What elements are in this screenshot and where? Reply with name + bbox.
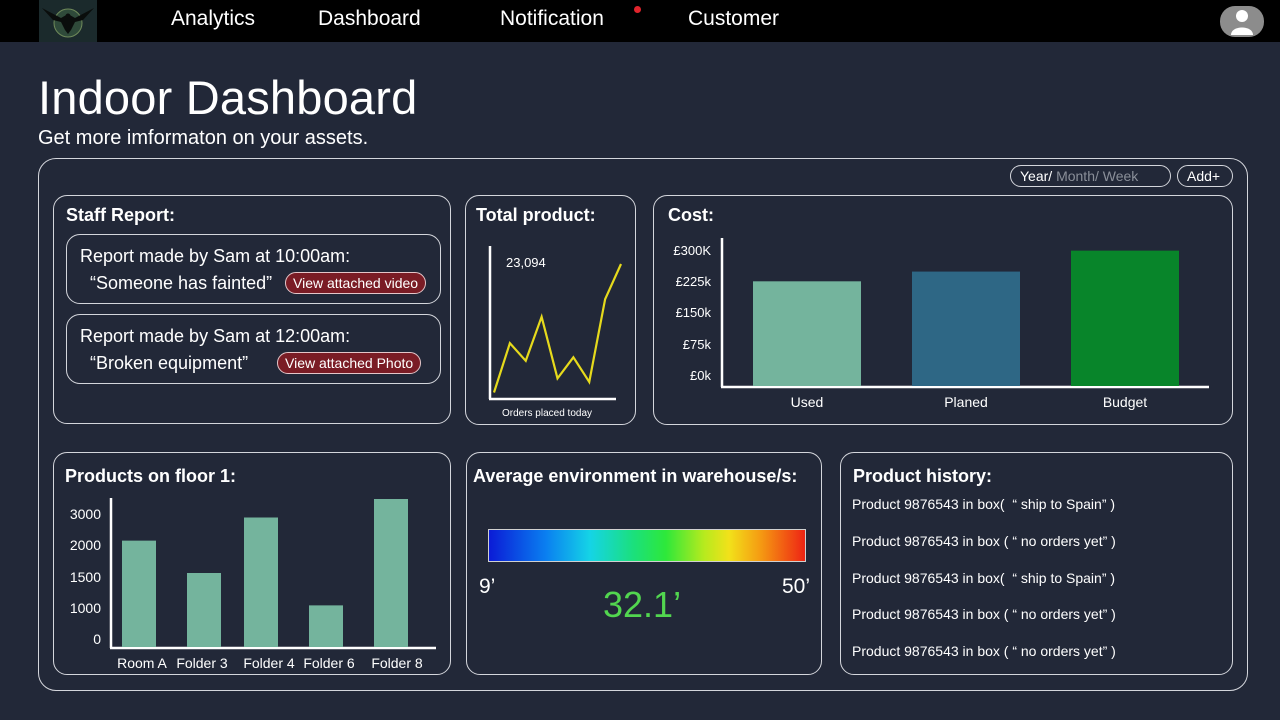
dashboard-container <box>38 158 1248 691</box>
cost-bar-budget <box>1071 250 1179 386</box>
cost-bar-used <box>753 281 861 386</box>
floor-bar-2 <box>187 573 221 647</box>
orders-line-chart: 23,094 Orders placed today <box>488 246 623 419</box>
floor-ytick-label: 2000 <box>70 537 101 553</box>
floor-bar-1 <box>122 540 156 647</box>
report-header: Report made by Sam at 10:00am: <box>80 246 351 266</box>
cost-title: Cost: <box>668 205 714 225</box>
temperature-max-label: 50’ <box>782 575 811 598</box>
history-item[interactable]: Product 9876543 in box( “ ship to Spain”… <box>852 496 1116 512</box>
cost-ytick-label: £225k <box>676 274 712 289</box>
floor-bar-chart: 0 1000 1500 2000 3000 Room A Folder 3 Folder 4 F… <box>70 498 436 671</box>
nav-customer[interactable]: Customer <box>688 7 780 30</box>
total-product-title: Total product: <box>476 205 596 225</box>
floor-bar-5 <box>374 499 408 647</box>
cost-ytick-label: £150k <box>676 305 712 320</box>
nav-analytics[interactable]: Analytics <box>171 7 256 30</box>
page-subtitle: Get more imformaton on your assets. <box>38 127 369 149</box>
floor-xtick-label: Room A <box>117 655 167 671</box>
history-item[interactable]: Product 9876543 in box ( “ no orders yet… <box>852 533 1116 549</box>
floor-bar-4 <box>309 605 343 647</box>
floor-ytick-label: 3000 <box>70 506 101 522</box>
report-header: Report made by Sam at 12:00am: <box>80 326 351 346</box>
temperature-min-label: 9’ <box>479 575 496 598</box>
report-message: “Someone has fainted” <box>90 273 273 293</box>
cost-xtick-label: Planed <box>944 394 988 410</box>
floor-ytick-label: 0 <box>93 631 101 647</box>
cost-bar-chart: £0k £75k £150k £225k £300K Used Planed Budget <box>673 238 1209 410</box>
period-selector[interactable]: Year/ Month/ Week <box>1010 165 1171 187</box>
temperature-gradient-bar <box>488 529 806 562</box>
total-value-label: 23,094 <box>506 255 546 270</box>
period-selected[interactable]: Year/ <box>1020 168 1053 184</box>
add-button[interactable]: Add+ <box>1177 165 1233 187</box>
period-other-options[interactable]: Month/ Week <box>1052 168 1139 184</box>
floor-ytick-label: 1000 <box>70 600 101 616</box>
floor-xtick-label: Folder 3 <box>176 655 228 671</box>
cost-card: Cost: £0k £75k £150k £225k £300K Used Planed Bu… <box>653 195 1233 425</box>
floor-xtick-label: Folder 8 <box>371 655 423 671</box>
nav-dashboard[interactable]: Dashboard <box>318 7 421 30</box>
product-history-title: Product history: <box>853 466 993 486</box>
environment-card: Average environment in warehouse/s: <box>466 452 822 675</box>
cost-xtick-label: Used <box>791 394 824 410</box>
user-avatar-icon[interactable] <box>1220 6 1264 37</box>
products-floor-card: Products on floor 1: 0 1000 1500 2000 3000 Ro… <box>53 452 451 675</box>
history-item[interactable]: Product 9876543 in box( “ ship to Spain”… <box>852 570 1116 586</box>
report-item: Report made by Sam at 12:00am: “Broken e… <box>66 314 441 384</box>
history-item[interactable]: Product 9876543 in box ( “ no orders yet… <box>852 643 1116 659</box>
total-product-card: Total product: 23,094 Orders placed toda… <box>465 195 636 425</box>
eagle-logo[interactable] <box>39 0 97 42</box>
cost-ytick-label: £300K <box>673 243 711 258</box>
temperature-current-value: 32.1’ <box>603 584 682 625</box>
staff-report-title: Staff Report: <box>66 205 175 225</box>
product-history-card: Product history: <box>840 452 1233 675</box>
view-video-button[interactable]: View attached video <box>285 272 427 294</box>
environment-title: Average environment in warehouse/s: <box>473 466 798 486</box>
cost-ytick-label: £75k <box>683 337 712 352</box>
cost-ytick-label: £0k <box>690 368 711 383</box>
staff-report-card: Staff Report: Report made by Sam at 10:0… <box>53 195 451 424</box>
top-nav-bar: Analytics Dashboard Notification Custome… <box>0 0 1280 42</box>
report-item: Report made by Sam at 10:00am: “Someone … <box>66 234 441 304</box>
notification-dot <box>634 6 641 13</box>
line-chart-caption: Orders placed today <box>502 408 592 419</box>
floor-xtick-label: Folder 6 <box>303 655 355 671</box>
cost-xtick-label: Budget <box>1103 394 1147 410</box>
page-title: Indoor Dashboard <box>38 71 418 124</box>
products-floor-title: Products on floor 1: <box>65 466 236 486</box>
cost-bar-planed <box>912 271 1020 386</box>
floor-xtick-label: Folder 4 <box>243 655 295 671</box>
orders-series-line <box>492 263 623 393</box>
view-photo-button[interactable]: View attached Photo <box>277 352 422 374</box>
nav-notification[interactable]: Notification <box>500 7 604 30</box>
history-item[interactable]: Product 9876543 in box ( “ no orders yet… <box>852 606 1116 622</box>
floor-bar-3 <box>244 517 278 647</box>
floor-ytick-label: 1500 <box>70 569 101 585</box>
report-message: “Broken equipment” <box>90 353 249 373</box>
